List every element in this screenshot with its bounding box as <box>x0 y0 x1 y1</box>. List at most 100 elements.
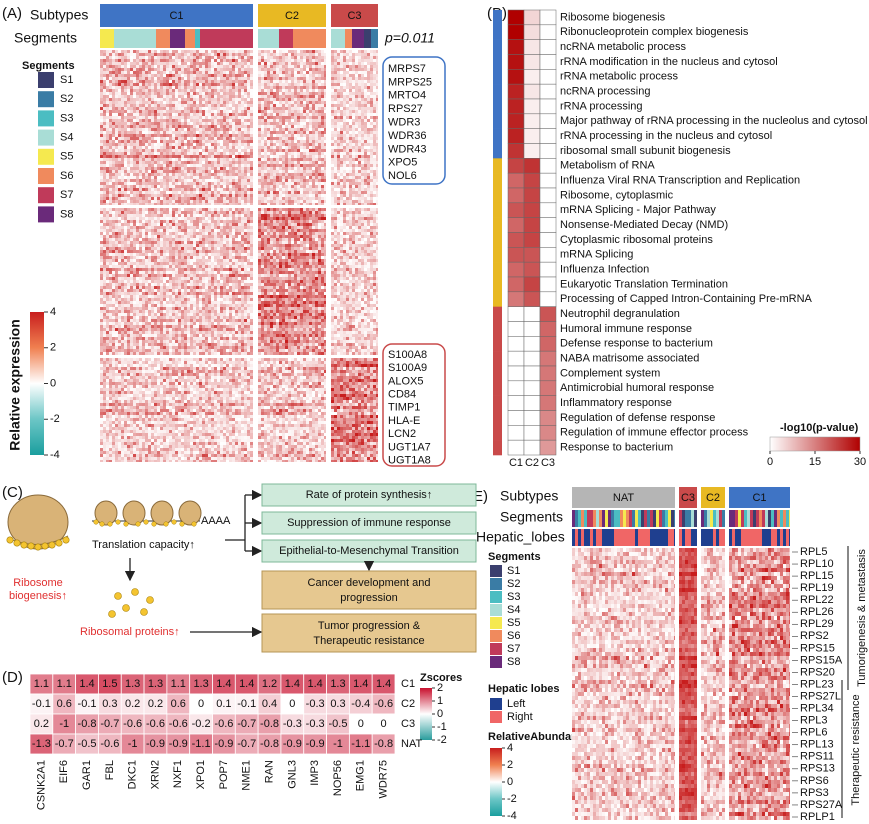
heatmap-cell <box>361 101 364 104</box>
heatmap-cell <box>273 161 276 164</box>
heatmap-cell <box>367 59 370 62</box>
heatmap-cell <box>226 161 229 164</box>
heatmap-cell <box>364 161 367 164</box>
heatmap-cell <box>285 101 288 104</box>
heatmap-cell <box>364 208 367 211</box>
heatmap-cell <box>139 77 142 80</box>
heatmap-cell <box>187 110 190 113</box>
heatmap-cell <box>264 74 267 77</box>
heatmap-cell <box>157 140 160 143</box>
heatmap-cell <box>175 86 178 89</box>
heatmap-cell <box>118 173 121 176</box>
heatmap-cell <box>157 179 160 182</box>
heatmap-cell <box>358 101 361 104</box>
heatmap-cell <box>211 104 214 107</box>
heatmap-cell <box>229 86 232 89</box>
heatmap-cell <box>288 167 291 170</box>
heatmap-cell <box>229 56 232 59</box>
heatmap-cell <box>303 131 306 134</box>
heatmap-cell <box>118 191 121 194</box>
heatmap-cell <box>160 185 163 188</box>
heatmap-cell <box>297 86 300 89</box>
heatmap-cell <box>217 149 220 152</box>
heatmap-cell <box>270 158 273 161</box>
heatmap-cell <box>121 194 124 197</box>
heatmap-cell <box>258 143 261 146</box>
heatmap-cell <box>276 74 279 77</box>
heatmap-cell <box>361 62 364 65</box>
heatmap-cell <box>157 74 160 77</box>
heatmap-cell <box>276 176 279 179</box>
heatmap-cell <box>250 191 253 194</box>
heatmap-cell <box>115 95 118 98</box>
heatmap-cell <box>250 167 253 170</box>
heatmap-cell <box>273 125 276 128</box>
heatmap-cell <box>193 143 196 146</box>
heatmap-cell <box>112 179 115 182</box>
heatmap-cell <box>100 167 103 170</box>
heatmap-cell <box>112 98 115 101</box>
heatmap-cell <box>130 155 133 158</box>
heatmap-cell <box>270 200 273 203</box>
heatmap-cell <box>118 68 121 71</box>
heatmap-cell <box>217 211 220 214</box>
heatmap-cell <box>247 197 250 200</box>
heatmap-cell <box>157 92 160 95</box>
heatmap-cell <box>358 146 361 149</box>
heatmap-cell <box>343 185 346 188</box>
heatmap-cell <box>148 158 151 161</box>
heatmap-cell <box>331 101 334 104</box>
heatmap-cell <box>244 152 247 155</box>
heatmap-cell <box>355 50 358 53</box>
heatmap-cell <box>376 182 378 185</box>
heatmap-cell <box>196 62 199 65</box>
heatmap-cell <box>241 170 244 173</box>
heatmap-cell <box>190 140 193 143</box>
heatmap-cell <box>199 182 202 185</box>
heatmap-cell <box>267 203 270 205</box>
heatmap-cell <box>196 164 199 167</box>
heatmap-cell <box>250 128 253 131</box>
heatmap-cell <box>184 95 187 98</box>
heatmap-cell <box>315 188 318 191</box>
heatmap-cell <box>309 119 312 122</box>
heatmap-cell <box>241 191 244 194</box>
heatmap-cell <box>285 122 288 125</box>
heatmap-cell <box>288 140 291 143</box>
heatmap-cell <box>364 170 367 173</box>
heatmap-cell <box>121 56 124 59</box>
heatmap-cell <box>181 173 184 176</box>
heatmap-cell <box>193 56 196 59</box>
heatmap-cell <box>340 77 343 80</box>
heatmap-cell <box>288 131 291 134</box>
heatmap-cell <box>100 50 103 53</box>
heatmap-cell <box>306 140 309 143</box>
heatmap-cell <box>285 104 288 107</box>
heatmap-cell <box>241 83 244 86</box>
heatmap-cell <box>300 65 303 68</box>
heatmap-cell <box>337 98 340 101</box>
heatmap-cell <box>235 53 238 56</box>
heatmap-cell <box>184 158 187 161</box>
heatmap-cell <box>282 65 285 68</box>
heatmap-cell <box>142 179 145 182</box>
heatmap-cell <box>264 146 267 149</box>
heatmap-cell <box>358 128 361 131</box>
heatmap-cell <box>148 125 151 128</box>
heatmap-cell <box>376 191 378 194</box>
heatmap-cell <box>312 89 315 92</box>
heatmap-cell <box>199 200 202 203</box>
heatmap-cell <box>199 86 202 89</box>
heatmap-cell <box>297 62 300 65</box>
heatmap-cell <box>190 158 193 161</box>
heatmap-cell <box>136 191 139 194</box>
heatmap-cell <box>267 71 270 74</box>
heatmap-cell <box>196 176 199 179</box>
heatmap-cell <box>157 208 160 211</box>
heatmap-cell <box>181 80 184 83</box>
heatmap-cell <box>270 134 273 137</box>
heatmap-cell <box>235 179 238 182</box>
heatmap-cell <box>273 83 276 86</box>
heatmap-cell <box>279 197 282 200</box>
heatmap-cell <box>312 101 315 104</box>
